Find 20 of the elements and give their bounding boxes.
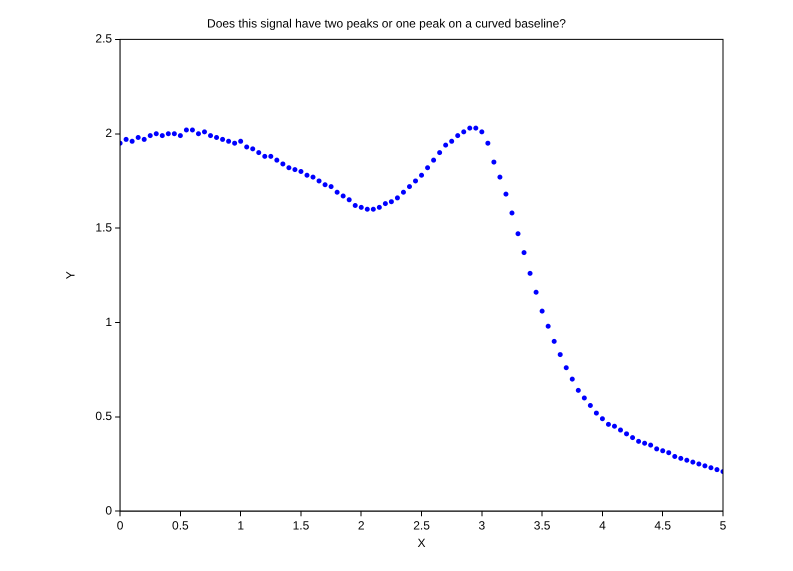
x-tick-label: 4 bbox=[599, 518, 606, 533]
x-tick-label: 3 bbox=[478, 518, 486, 533]
x-tick-label: 1.5 bbox=[292, 518, 310, 533]
y-tick-label: 2 bbox=[105, 126, 112, 140]
x-tick-label: 2 bbox=[358, 518, 365, 533]
x-tick-label: 4.5 bbox=[654, 518, 672, 533]
x-tick-label: 3.5 bbox=[534, 518, 551, 533]
y-tick-label: 2.5 bbox=[95, 32, 112, 46]
y-tick-label: 0 bbox=[105, 504, 112, 518]
y-axis-title: Y bbox=[64, 271, 78, 280]
y-tick-label: 0.5 bbox=[95, 409, 112, 424]
x-tick-label: 5 bbox=[720, 518, 727, 533]
x-tick-label: 2.5 bbox=[413, 518, 430, 533]
x-tick-label: 1 bbox=[237, 518, 244, 533]
x-tick-label: 0.5 bbox=[172, 518, 190, 533]
chart-title: Does this signal have two peaks or one peak on a curved baseline? bbox=[207, 16, 566, 31]
x-axis-title: X bbox=[418, 536, 426, 550]
y-tick-label: 1 bbox=[105, 314, 112, 329]
y-tick-label: 1.5 bbox=[95, 220, 112, 234]
x-tick-label: 0 bbox=[116, 518, 124, 533]
